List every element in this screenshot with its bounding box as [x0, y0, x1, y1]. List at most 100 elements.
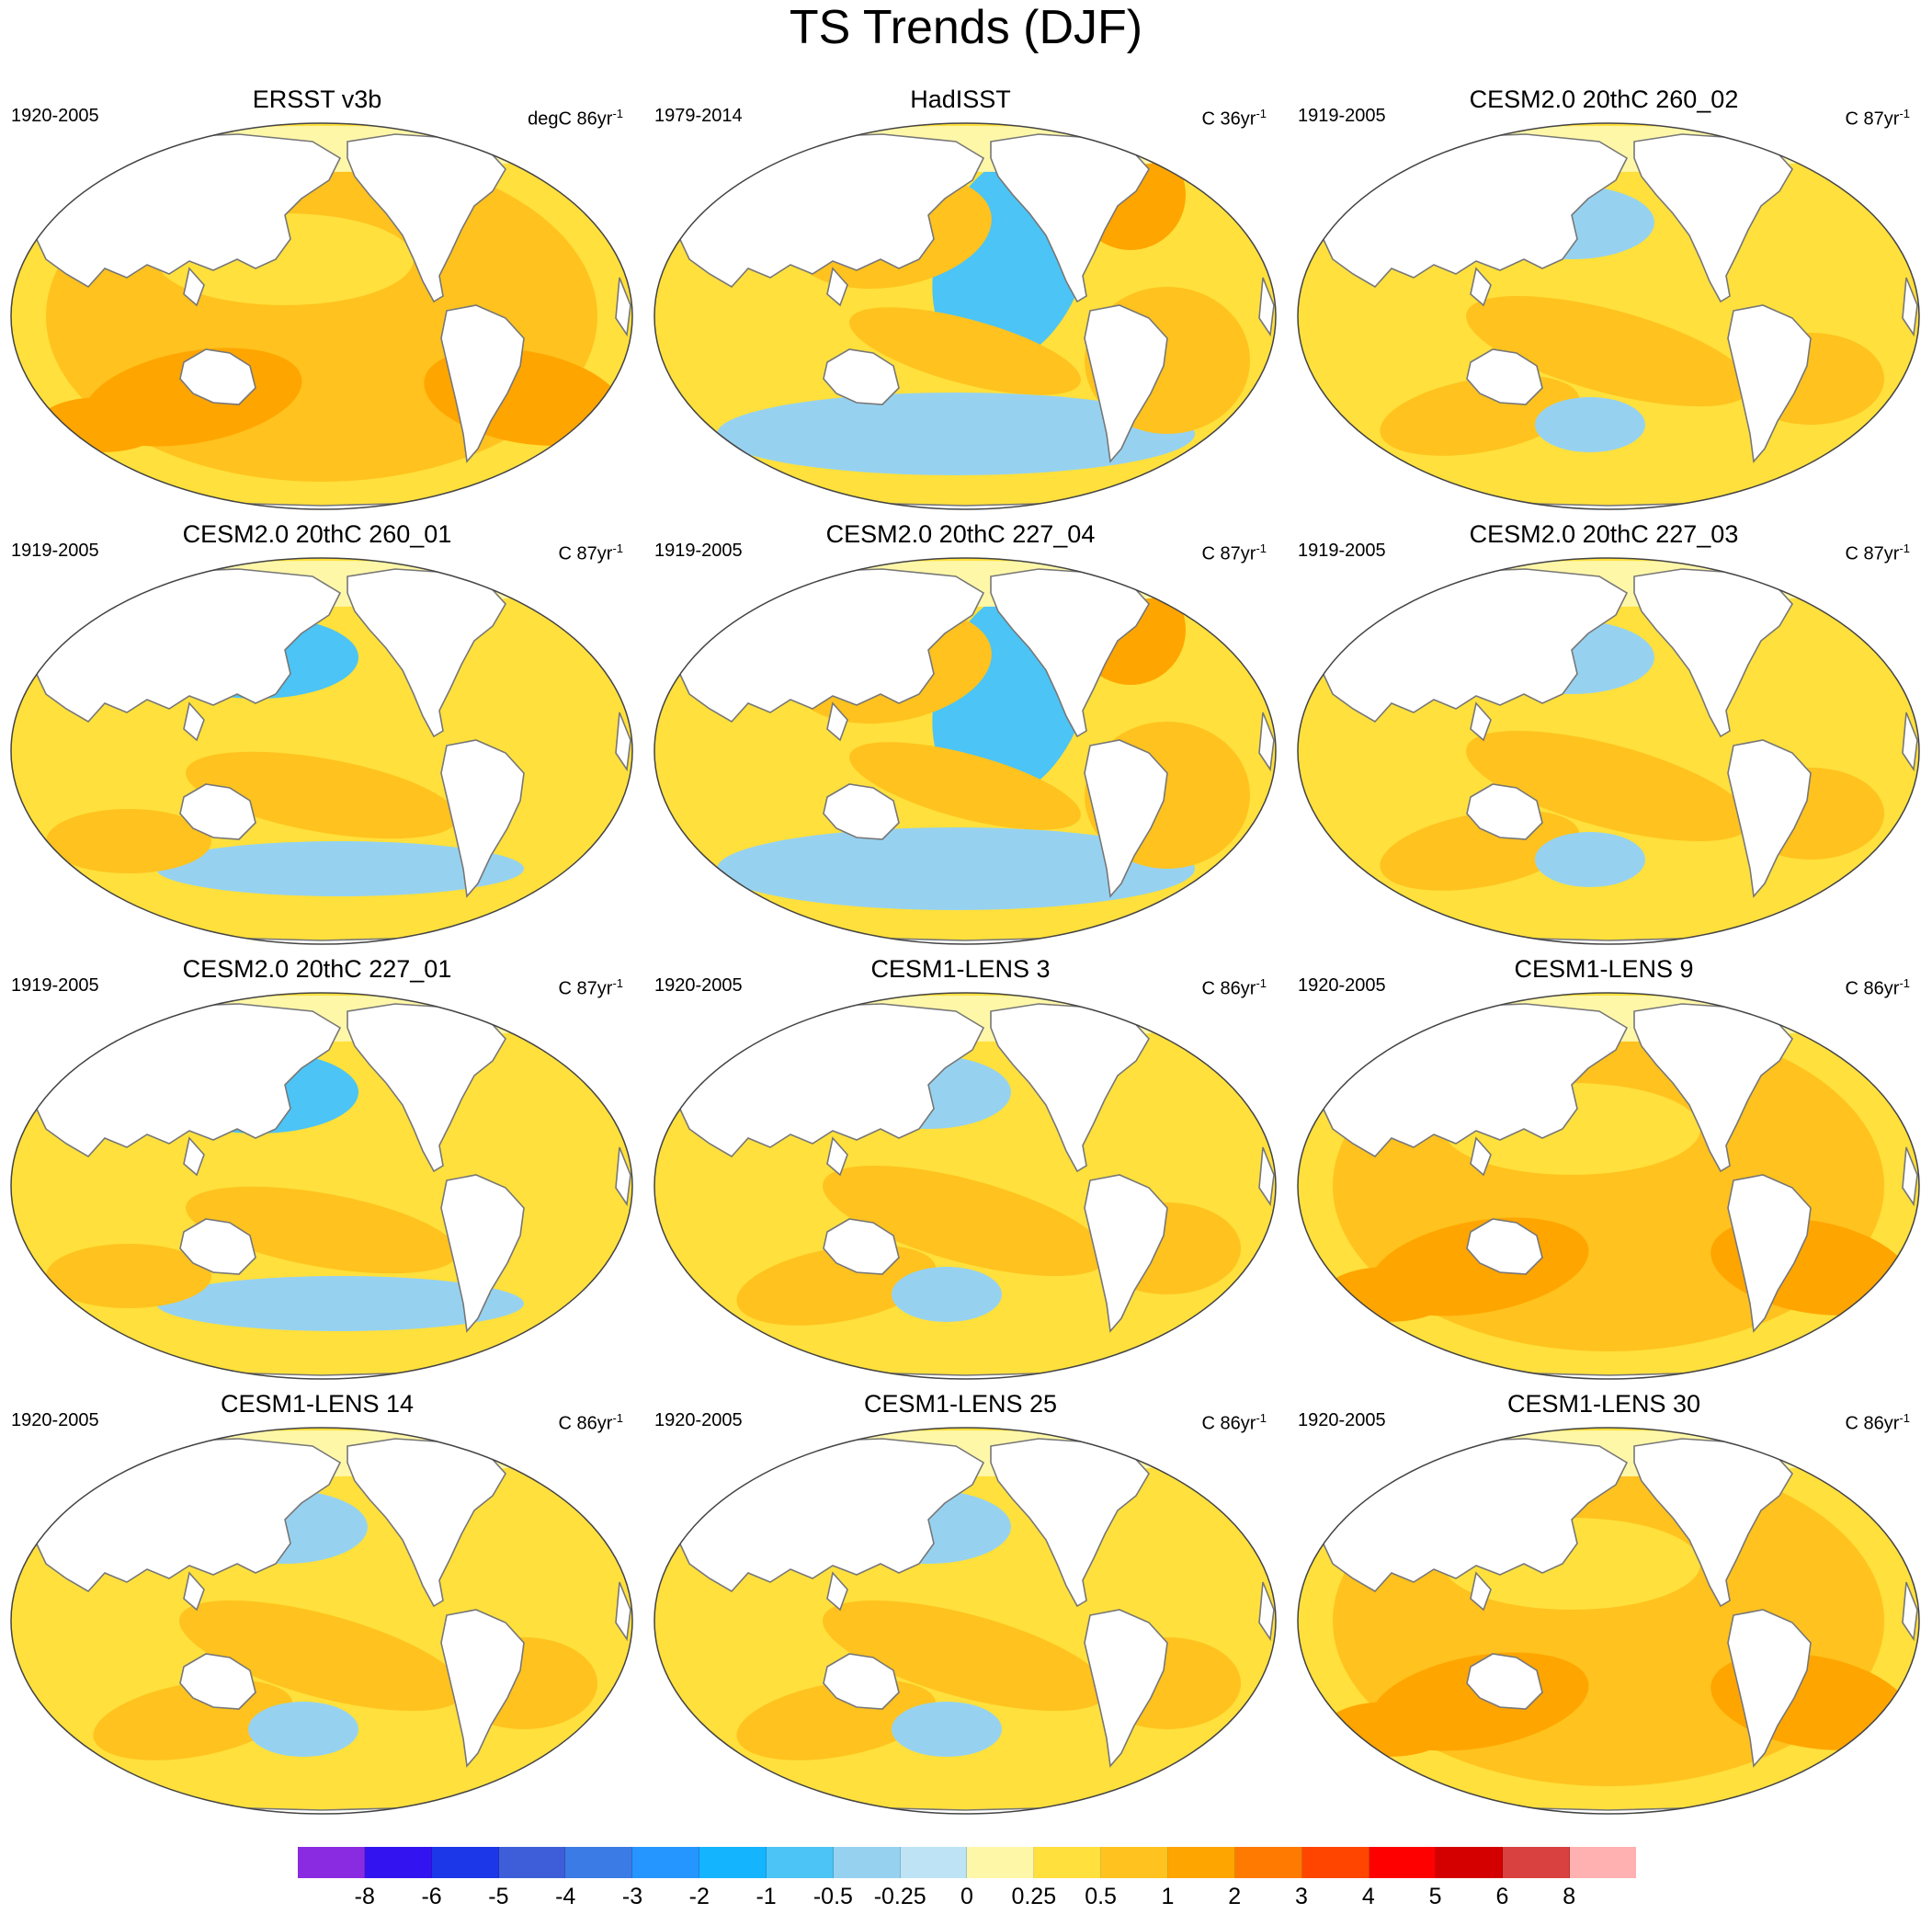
land-australia [1466, 1218, 1543, 1275]
trend-region [1466, 295, 1751, 407]
panel-units: C 86yr-1 [1845, 976, 1910, 999]
colorbar-label: -2 [688, 1884, 710, 1909]
land-southamerica [1084, 304, 1168, 463]
land-seasia [183, 701, 205, 742]
land-australia [823, 783, 900, 840]
trend-region [849, 307, 1081, 395]
panel-period: 1920-2005 [11, 1410, 99, 1430]
map-border [10, 992, 633, 1380]
panel-title: CESM1-LENS 30 [1506, 1390, 1701, 1418]
map-projection [653, 122, 1277, 510]
map-projection [1297, 1427, 1920, 1815]
land-seasia [826, 1571, 848, 1612]
panel-period: 1920-2005 [11, 106, 99, 126]
panel-period: 1919-2005 [654, 541, 743, 561]
colorbar-box [632, 1847, 700, 1878]
map-border [653, 1427, 1277, 1815]
panel-units: C 86yr-1 [1845, 1411, 1910, 1434]
panel-period: 1920-2005 [1298, 1410, 1386, 1430]
trend-region [46, 809, 211, 873]
map-border [1297, 1427, 1920, 1815]
colorbar-label: 8 [1563, 1884, 1576, 1909]
colorbar-label: 3 [1295, 1884, 1308, 1909]
land-africa_e [1258, 712, 1275, 772]
colorbar-label: 0 [960, 1884, 973, 1909]
panel-title: CESM1-LENS 9 [1514, 955, 1694, 983]
land-australia [1466, 783, 1543, 840]
land-southamerica [1084, 1174, 1168, 1333]
land-australia [179, 1653, 256, 1710]
colorbar-box [1034, 1847, 1102, 1878]
panel-units: C 87yr-1 [558, 541, 623, 564]
trend-region [823, 1600, 1108, 1712]
colorbar-box [1167, 1847, 1235, 1878]
map-border [1297, 122, 1920, 510]
trend-region [156, 1276, 524, 1331]
panel-period: 1919-2005 [1298, 106, 1386, 126]
panel-title: ERSST v3b [252, 85, 382, 113]
colorbar-box [1101, 1847, 1168, 1878]
colorbar-box [900, 1847, 968, 1878]
colorbar-label: 0.25 [1011, 1884, 1057, 1909]
land-africa_e [615, 1581, 631, 1642]
map-projection [10, 557, 633, 945]
map-panel: CESM1-LENS 3 1920-2005 C 86yr-1 [643, 954, 1278, 1386]
map-projection [10, 122, 633, 510]
colorbar-box [1503, 1847, 1571, 1878]
trend-region [37, 397, 165, 452]
land-seasia [826, 1136, 848, 1177]
map-panel: CESM2.0 20thC 260_02 1919-2005 C 87yr-1 [1287, 85, 1921, 517]
colorbar-label: 2 [1228, 1884, 1242, 1909]
colorbar-label: 4 [1361, 1884, 1375, 1909]
map-panel: CESM1-LENS 30 1920-2005 C 86yr-1 [1287, 1389, 1921, 1821]
colorbar-label: -0.5 [813, 1884, 853, 1909]
trend-region [1324, 1702, 1452, 1757]
land-seasia [183, 1136, 205, 1177]
land-africa_e [1902, 1581, 1918, 1642]
panel-title: CESM2.0 20thC 227_03 [1469, 520, 1739, 548]
land-southamerica [1727, 1609, 1812, 1768]
panel-units: C 86yr-1 [558, 1411, 623, 1434]
trend-region [892, 1267, 1002, 1322]
panel-period: 1920-2005 [1298, 975, 1386, 996]
land-australia [823, 1653, 900, 1710]
colorbar-box [1301, 1847, 1369, 1878]
land-africa_e [1258, 277, 1275, 337]
map-panel: CESM1-LENS 25 1920-2005 C 86yr-1 [643, 1389, 1278, 1821]
panel-title: CESM2.0 20thC 260_02 [1469, 85, 1739, 113]
land-seasia [826, 267, 848, 307]
panel-title: CESM1-LENS 25 [863, 1390, 1058, 1418]
land-australia [179, 783, 256, 840]
colorbar-label: 6 [1495, 1884, 1509, 1909]
land-africa_e [1902, 1146, 1918, 1207]
land-seasia [1470, 701, 1492, 742]
panel-units: degC 86yr-1 [528, 107, 623, 130]
land-seasia [1470, 1571, 1492, 1612]
panel-title: CESM1-LENS 14 [220, 1390, 415, 1418]
colorbar-box [1570, 1847, 1636, 1878]
land-africa_e [1258, 1581, 1275, 1642]
panel-units: C 87yr-1 [1845, 541, 1910, 564]
trend-region [186, 751, 458, 839]
panel-period: 1919-2005 [11, 975, 99, 996]
trend-region [156, 841, 524, 896]
map-panel: ERSST v3b 1920-2005 degC 86yr-1 [0, 85, 634, 517]
land-seasia [1470, 267, 1492, 307]
panel-units: C 36yr-1 [1201, 107, 1267, 130]
map-projection [10, 1427, 633, 1815]
trend-region [1535, 397, 1645, 452]
colorbar-box [699, 1847, 767, 1878]
colorbar-box [833, 1847, 901, 1878]
colorbar-box [298, 1847, 365, 1878]
figure-title: TS Trends (DJF) [789, 1, 1143, 54]
trend-region [849, 742, 1081, 830]
land-seasia [826, 701, 848, 742]
trend-region [179, 1600, 464, 1712]
land-southamerica [1727, 1174, 1812, 1333]
map-projection [653, 1427, 1277, 1815]
land-seasia [183, 267, 205, 307]
map-projection [1297, 122, 1920, 510]
trend-region [1535, 832, 1645, 887]
colorbar-label: 0.5 [1085, 1884, 1117, 1909]
colorbar-label: -1 [756, 1884, 777, 1909]
